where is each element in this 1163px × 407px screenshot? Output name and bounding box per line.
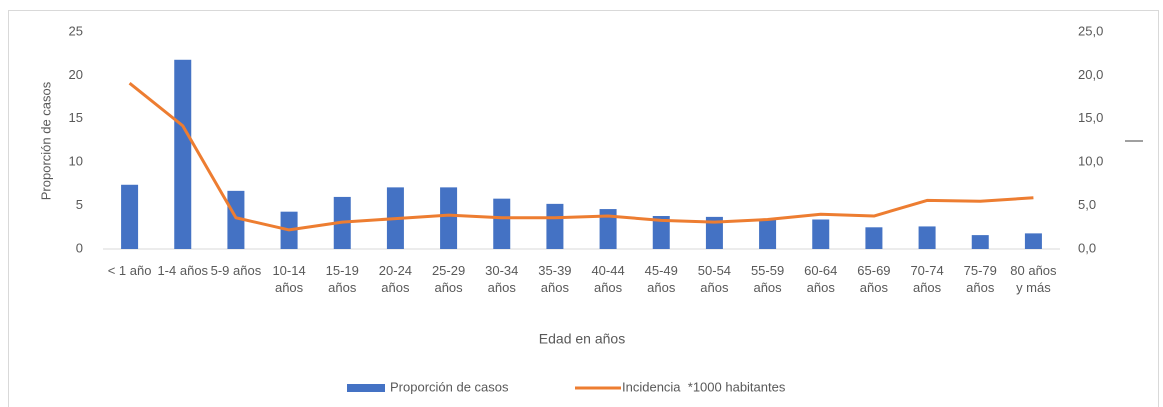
x-tick-label: 50-54 años — [697, 263, 732, 295]
x-tick-label: 75-79 años — [963, 263, 997, 295]
bar — [759, 218, 777, 249]
x-tick-label: 35-39 años — [538, 263, 572, 295]
bar — [652, 216, 670, 249]
y-tick-label: 5 — [76, 197, 83, 212]
x-tick-label: 30-34 años — [485, 263, 519, 295]
x-tick-label: 45-49 años — [644, 263, 678, 295]
bar — [227, 190, 245, 249]
x-tick-label: 10-14 años — [272, 263, 306, 295]
y-axis-title: Proporción de casos — [38, 81, 53, 200]
x-tick-label: 55-59 años — [750, 263, 785, 295]
x-tick-label: 70-74 años — [910, 263, 944, 295]
x-tick-label: 5-9 años — [210, 263, 262, 278]
x-tick-label: < 1 año — [107, 263, 152, 278]
bar — [705, 216, 723, 249]
y-tick-label: 25 — [69, 23, 83, 38]
chart-border — [8, 10, 1159, 407]
bar — [865, 227, 883, 249]
x-tick-label: 25-29 años — [431, 263, 466, 295]
x-tick-label: 1-4 años — [157, 263, 209, 278]
y-tick-label: 0 — [76, 240, 83, 255]
x-axis-title: Edad en años — [539, 331, 625, 347]
bar — [812, 219, 830, 249]
bar — [174, 59, 192, 249]
bar — [971, 235, 989, 249]
x-tick-label: 65-69 años — [857, 263, 891, 295]
y2-tick-label: 20,0 — [1078, 67, 1103, 82]
y-tick-label: 15 — [69, 110, 83, 125]
bar — [121, 184, 139, 249]
x-tick-label: 80 años y más — [1010, 263, 1057, 295]
y-tick-label: 10 — [69, 154, 83, 169]
x-tick-label: 20-24 años — [378, 263, 413, 295]
bar — [493, 198, 511, 249]
bar — [599, 209, 617, 249]
bar — [546, 203, 564, 249]
y2-tick-label: 10,0 — [1078, 154, 1103, 169]
y2-tick-label: 25,0 — [1078, 23, 1103, 38]
bar — [1024, 233, 1042, 249]
bar — [440, 187, 458, 249]
y2-tick-label: 15,0 — [1078, 110, 1103, 125]
x-tick-label: 15-19 años — [325, 263, 359, 295]
legend-label: Proporción de casos — [390, 379, 509, 394]
legend-label: Incidencia *1000 habitantes — [622, 379, 786, 394]
y-tick-label: 20 — [69, 67, 83, 82]
bar — [918, 226, 936, 249]
x-tick-label: 40-44 años — [591, 263, 625, 295]
x-tick-label: 60-64 años — [804, 263, 838, 295]
legend-swatch — [347, 384, 385, 392]
y2-tick-label: 0,0 — [1078, 240, 1096, 255]
y2-tick-label: 5,0 — [1078, 197, 1096, 212]
line — [128, 82, 1034, 232]
